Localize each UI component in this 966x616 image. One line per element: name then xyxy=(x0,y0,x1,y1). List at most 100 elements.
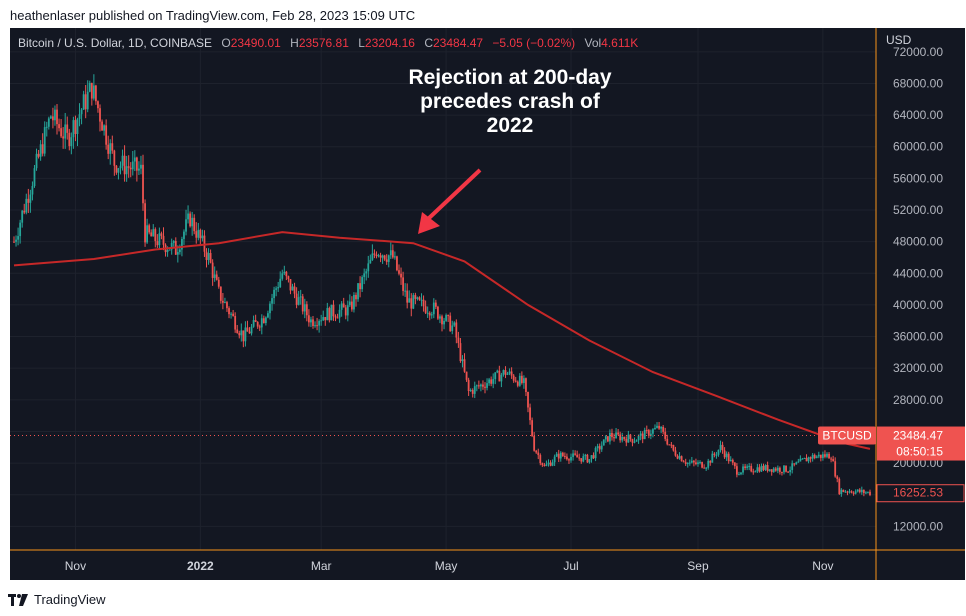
candle-body xyxy=(447,315,450,317)
candle-body xyxy=(596,446,599,448)
candle-body xyxy=(101,121,103,131)
candle-body xyxy=(588,459,591,463)
candle-body xyxy=(842,489,845,493)
candle-body xyxy=(867,491,869,493)
candle-body xyxy=(656,425,658,428)
y-tick-label: 40000.00 xyxy=(893,298,943,312)
candle-body xyxy=(158,233,161,246)
candle-body xyxy=(613,437,615,439)
candle-body xyxy=(389,250,392,256)
candle-body xyxy=(496,370,499,373)
candle-body xyxy=(432,302,435,315)
candle-body xyxy=(185,219,187,232)
candle-body xyxy=(824,454,826,457)
candle-body xyxy=(21,210,24,223)
candle-body xyxy=(154,229,157,242)
low-value: 23204.16 xyxy=(364,36,415,50)
candle-body xyxy=(717,449,720,455)
candle-body xyxy=(600,445,603,450)
candle-body xyxy=(752,471,755,473)
candle-body xyxy=(602,439,605,446)
candle-body xyxy=(355,294,357,300)
candle-body xyxy=(770,469,773,473)
candle-body xyxy=(547,462,550,465)
candle-body xyxy=(320,320,323,322)
candle-body xyxy=(437,306,439,319)
candle-body xyxy=(654,427,656,430)
low-price-tag xyxy=(876,484,965,503)
price-chart[interactable]: USD12000.0016000.0020000.0024000.0028000… xyxy=(10,28,965,580)
candle-body xyxy=(805,457,808,462)
candle-body xyxy=(494,372,497,380)
candle-body xyxy=(492,379,495,384)
candle-body xyxy=(39,144,42,157)
candle-body xyxy=(410,298,413,309)
candle-body xyxy=(834,461,837,477)
candle-body xyxy=(260,318,263,328)
candle-body xyxy=(359,283,361,290)
candle-body xyxy=(416,297,419,299)
candle-body xyxy=(439,316,441,319)
candle-body xyxy=(508,371,511,374)
candle-body xyxy=(809,457,812,459)
candle-body xyxy=(348,301,351,306)
candle-body xyxy=(183,231,185,239)
candle-body xyxy=(742,466,744,473)
candle-body xyxy=(854,491,857,494)
candle-body xyxy=(850,491,853,493)
candle-body xyxy=(848,491,851,493)
chart-area[interactable]: USD12000.0016000.0020000.0024000.0028000… xyxy=(10,28,965,580)
candle-body xyxy=(836,476,839,479)
y-tick-label: 64000.00 xyxy=(893,108,943,122)
candle-body xyxy=(692,460,695,463)
candle-body xyxy=(353,294,355,310)
candle-body xyxy=(226,302,228,309)
candle-body xyxy=(281,273,284,279)
candle-body xyxy=(197,229,200,238)
candle-body xyxy=(500,374,503,382)
last-price-tag xyxy=(877,426,965,461)
footer-brand: TradingView xyxy=(34,592,106,607)
candle-body xyxy=(637,435,640,441)
candle-body xyxy=(156,241,159,246)
candle-body xyxy=(86,91,89,110)
candle-body xyxy=(60,128,63,137)
candle-body xyxy=(707,460,710,468)
candle-body xyxy=(686,462,689,464)
candle-body xyxy=(645,429,648,431)
candle-body xyxy=(502,370,505,375)
candle-body xyxy=(865,492,867,494)
candle-body xyxy=(344,307,347,316)
candle-body xyxy=(148,225,151,233)
candle-body xyxy=(373,253,376,255)
candle-body xyxy=(271,298,273,304)
candle-body xyxy=(826,453,828,457)
y-tick-label: 36000.00 xyxy=(893,330,943,344)
candle-body xyxy=(336,317,339,319)
candle-body xyxy=(744,466,746,468)
candle-body xyxy=(299,296,302,298)
candle-body xyxy=(815,456,818,459)
candle-body xyxy=(846,491,849,493)
candle-body xyxy=(541,463,544,466)
candle-body xyxy=(13,241,15,243)
candle-body xyxy=(17,236,19,240)
candle-body xyxy=(731,459,734,463)
candle-body xyxy=(199,229,202,239)
candle-body xyxy=(549,462,552,466)
candle-body xyxy=(361,277,364,290)
candle-body xyxy=(47,118,50,127)
candle-body xyxy=(76,118,79,134)
candle-body xyxy=(787,471,789,473)
footer[interactable]: TradingView xyxy=(8,592,106,607)
candle-body xyxy=(326,308,329,321)
candle-body xyxy=(533,436,536,451)
candle-body xyxy=(658,425,660,429)
candle-body xyxy=(609,432,611,442)
candle-body xyxy=(445,315,447,321)
candle-body xyxy=(412,295,415,309)
candle-body xyxy=(193,217,196,232)
candle-body xyxy=(369,259,372,264)
candle-body xyxy=(840,489,843,495)
candle-body xyxy=(346,305,349,316)
